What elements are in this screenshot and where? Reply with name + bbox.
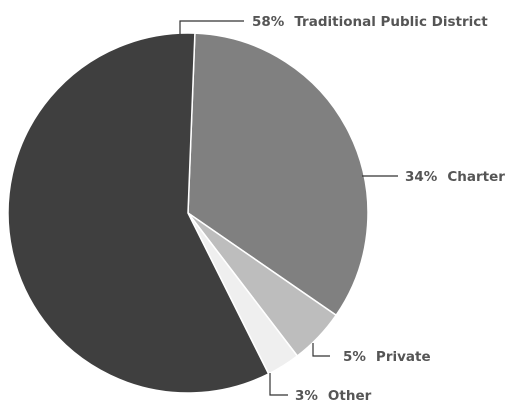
slice-label-private: 5% Private [343,349,431,365]
slice-label-traditional-public-district: 58% Traditional Public District [252,14,488,30]
value-label-other: 3% [295,388,318,404]
category-label-charter: Charter [447,169,505,185]
slice-label-other: 3% Other [295,388,372,404]
leader-other [269,373,288,396]
slice-label-charter: 34% Charter [405,169,505,185]
pie-slice-charter [187,32,369,317]
value-label-private: 5% [343,349,366,365]
value-label-traditional-public-district: 58% [252,14,285,30]
leader-traditional-public-district [179,20,244,34]
value-label-charter: 34% [405,169,438,185]
category-label-other: Other [328,388,372,404]
category-label-traditional-public-district: Traditional Public District [294,14,488,30]
category-label-private: Private [376,349,431,365]
leader-private [312,343,330,357]
pie-slice-traditional-public-district [7,32,270,394]
